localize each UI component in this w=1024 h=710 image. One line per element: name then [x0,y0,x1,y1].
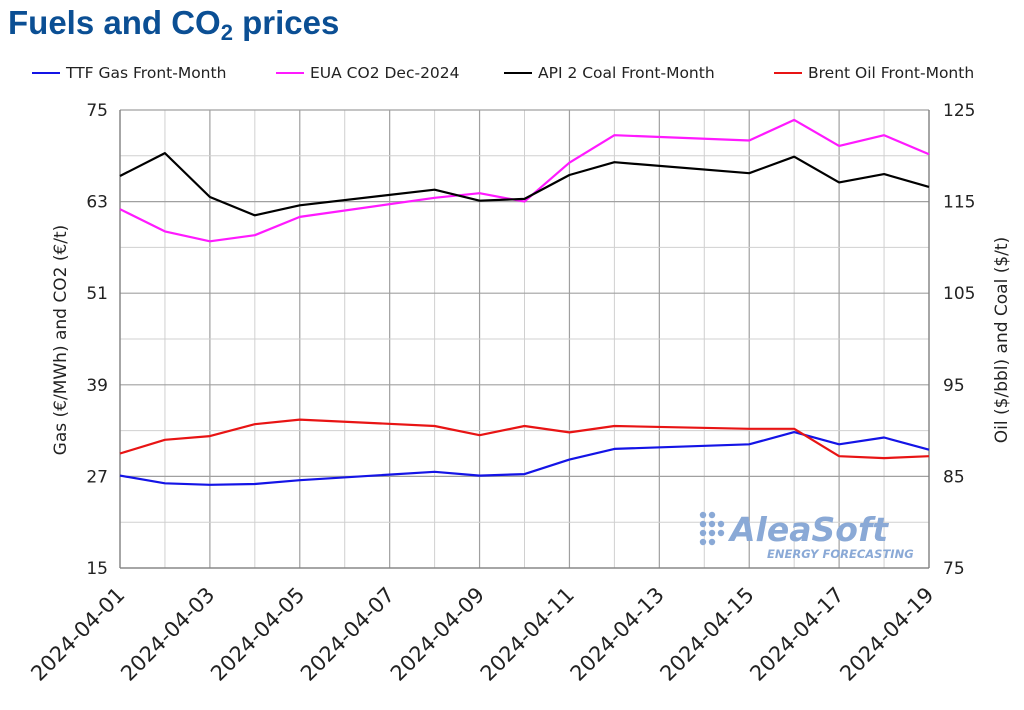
y-tick-label-right: 95 [943,376,965,396]
logo-dot [717,529,725,537]
logo-name: AleaSoft [727,510,889,549]
series-line-gas [119,431,930,486]
y-tick-label-right: 115 [943,193,975,213]
chart-title: Fuels and CO2 prices [8,4,339,46]
legend-label-gas: TTF Gas Front-Month [66,64,227,82]
logo-dot [699,538,707,546]
x-tick-label: 2024-04-07 [296,583,399,686]
legend-label-coal: API 2 Coal Front-Month [538,64,715,82]
logo-dot [708,538,716,546]
x-tick-label: 2024-04-13 [566,583,669,686]
series-line-coal [119,152,930,217]
legend-swatch-brent [774,72,802,74]
series-layer [119,118,930,486]
logo-dot [708,511,716,519]
y-tick-label-right: 105 [943,284,975,304]
y-axis-label-left: Gas (€/MWh) and CO2 (€/t) [51,225,71,456]
y-tick-label-left: 27 [86,467,108,487]
logo-dot [699,529,707,537]
title-tail: prices [232,4,340,41]
legend-swatch-eua [276,72,304,74]
legend-swatch-gas [32,72,60,74]
y-tick-label-right: 75 [943,559,965,579]
x-tick-label: 2024-04-05 [206,583,309,686]
y-tick-label-left: 39 [86,376,108,396]
legend: TTF Gas Front-Month EUA CO2 Dec-2024 API… [0,64,1024,90]
y-tick-label-right: 125 [943,101,975,121]
logo-tagline: ENERGY FORECASTING [767,547,914,561]
legend-item-brent[interactable]: Brent Oil Front-Month [774,64,974,82]
series-line-brent [119,418,930,460]
y-tick-label-left: 15 [86,559,108,579]
title-subscript: 2 [220,20,233,45]
legend-swatch-coal [504,72,532,74]
x-tick-label: 2024-04-09 [386,583,489,686]
x-tick-label: 2024-04-15 [655,583,758,686]
legend-label-brent: Brent Oil Front-Month [808,64,975,82]
logo-dots-icon [699,511,725,546]
legend-label-eua: EUA CO2 Dec-2024 [310,64,460,82]
x-tick-label: 2024-04-03 [116,583,219,686]
logo-dot [708,520,716,528]
logo-dot [699,520,707,528]
y-axis-label-right: Oil ($/bbl) and Coal ($/t) [992,237,1012,443]
y-tick-label-left: 75 [86,101,108,121]
logo-dot [708,529,716,537]
label-layer: Gas (€/MWh) and CO2 (€/t) Oil ($/bbl) an… [26,101,1012,686]
y-tick-label-left: 63 [86,193,108,213]
watermark-logo: AleaSoft ENERGY FORECASTING [699,510,914,561]
x-tick-label: 2024-04-19 [835,583,938,686]
x-tick-label: 2024-04-11 [476,583,579,686]
legend-item-coal[interactable]: API 2 Coal Front-Month [504,64,715,82]
x-tick-label: 2024-04-17 [745,583,848,686]
series-line-eua [119,118,930,243]
legend-item-gas[interactable]: TTF Gas Front-Month [32,64,226,82]
title-main: Fuels and CO [8,4,221,41]
legend-item-eua[interactable]: EUA CO2 Dec-2024 [276,64,460,82]
x-tick-label: 2024-04-01 [26,583,129,686]
logo-dot [717,520,725,528]
y-tick-label-left: 51 [86,284,108,304]
logo-dot [699,511,707,519]
grid-layer [119,109,930,569]
y-tick-label-right: 85 [943,467,965,487]
